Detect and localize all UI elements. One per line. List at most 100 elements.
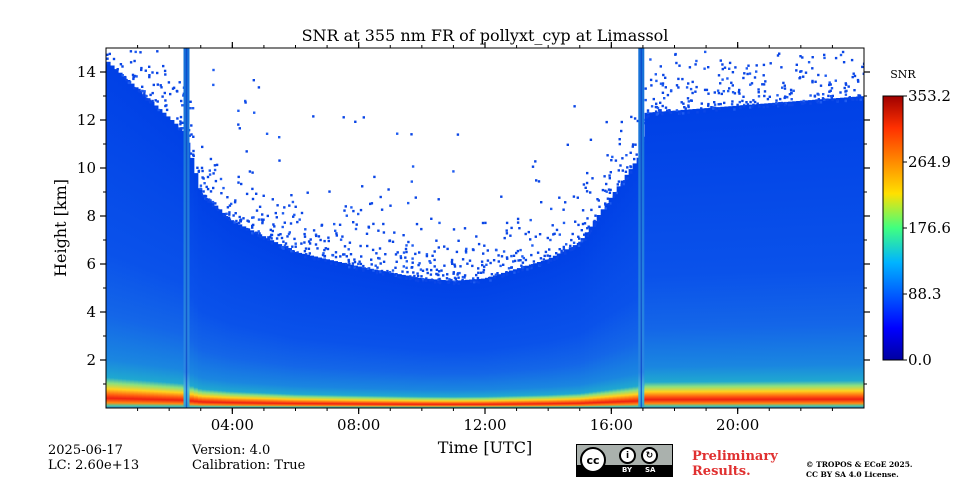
snr-speckle: [597, 199, 600, 202]
snr-speckle: [844, 82, 847, 85]
signal-column: [405, 275, 410, 408]
preliminary-line2: Results.: [692, 464, 751, 479]
snr-speckle: [258, 205, 262, 208]
snr-speckle: [406, 270, 409, 274]
signal-column: [425, 278, 430, 408]
snr-speckle: [551, 224, 554, 227]
snr-speckle: [513, 259, 517, 263]
snr-speckle: [629, 151, 632, 154]
snr-speckle: [415, 222, 419, 226]
snr-speckle: [828, 90, 831, 93]
signal-column: [409, 276, 414, 408]
snr-speckle: [707, 104, 710, 107]
snr-speckle: [382, 231, 386, 234]
signal-column: [780, 102, 785, 408]
snr-speckle: [842, 61, 846, 64]
snr-speckle: [817, 93, 820, 96]
signal-column: [556, 253, 562, 408]
snr-speckle: [133, 59, 136, 63]
snr-speckle: [395, 260, 398, 263]
snr-speckle: [769, 62, 772, 65]
colorbar-tick-label: 353.2: [908, 87, 951, 105]
snr-speckle: [220, 192, 223, 195]
snr-speckle: [661, 104, 664, 108]
snr-speckle: [606, 154, 609, 157]
snr-speckle: [661, 84, 664, 87]
snr-speckle: [580, 239, 584, 243]
signal-column: [696, 108, 702, 408]
snr-speckle: [277, 233, 280, 237]
snr-speckle: [731, 100, 734, 103]
snr-speckle: [300, 211, 304, 215]
snr-speckle: [453, 265, 457, 268]
snr-speckle: [844, 93, 848, 96]
signal-column: [453, 280, 458, 408]
snr-speckle: [132, 77, 135, 81]
snr-speckle: [452, 170, 455, 173]
snr-speckle: [237, 123, 240, 126]
snr-speckle: [631, 143, 635, 146]
signal-column: [664, 111, 670, 408]
snr-speckle: [593, 223, 597, 226]
snr-speckle: [370, 258, 373, 261]
snr-speckle: [426, 271, 429, 275]
snr-speckle: [143, 90, 146, 93]
signal-column: [716, 107, 721, 408]
snr-speckle: [200, 166, 204, 170]
snr-speckle: [287, 232, 291, 236]
snr-speckle: [497, 260, 500, 263]
snr-speckle: [237, 181, 240, 184]
snr-speckle: [274, 211, 277, 215]
snr-speckle: [251, 226, 254, 229]
signal-column: [357, 266, 362, 408]
snr-speckle: [196, 166, 199, 169]
snr-speckle: [521, 261, 525, 264]
signal-column: [532, 263, 538, 408]
snr-speckle: [451, 262, 454, 265]
signal-column: [584, 232, 590, 408]
snr-speckle: [795, 63, 798, 66]
signal-column: [221, 212, 227, 408]
snr-speckle: [238, 127, 241, 130]
snr-speckle: [530, 253, 533, 257]
snr-speckle: [841, 50, 845, 54]
snr-speckle: [228, 204, 232, 207]
sa-label: SA: [645, 466, 656, 474]
snr-speckle: [384, 253, 387, 256]
snr-speckle: [752, 99, 755, 102]
snr-speckle: [489, 279, 492, 282]
snr-speckle: [429, 273, 433, 276]
snr-speckle: [847, 85, 850, 88]
snr-speckle: [362, 116, 365, 119]
snr-speckle: [677, 86, 680, 89]
signal-column: [788, 101, 793, 408]
snr-speckle: [633, 157, 636, 161]
snr-speckle: [727, 89, 730, 93]
snr-speckle: [357, 212, 360, 216]
snr-speckle: [323, 239, 326, 243]
snr-speckle: [411, 165, 415, 168]
snr-speckle: [604, 202, 607, 205]
snr-speckle: [342, 253, 345, 256]
snr-speckle: [649, 58, 652, 61]
snr-speckle: [803, 101, 807, 104]
snr-speckle: [700, 107, 703, 110]
snr-speckle: [405, 250, 408, 254]
y-tick-label: 14: [77, 63, 96, 81]
snr-speckle: [269, 235, 272, 239]
snr-speckle: [335, 234, 338, 237]
snr-speckle: [214, 202, 217, 205]
signal-column: [313, 256, 319, 408]
snr-speckle: [572, 247, 576, 250]
snr-speckle: [289, 222, 293, 225]
snr-speckle: [764, 80, 767, 83]
snr-speckle: [586, 227, 589, 230]
snr-speckle: [510, 254, 513, 258]
snr-speckle: [388, 271, 392, 274]
snr-speckle: [718, 107, 721, 110]
snr-speckle: [859, 98, 862, 101]
signal-column: [285, 248, 291, 408]
signal-column: [213, 205, 219, 408]
snr-speckle: [605, 120, 608, 124]
signal-column: [106, 61, 111, 408]
